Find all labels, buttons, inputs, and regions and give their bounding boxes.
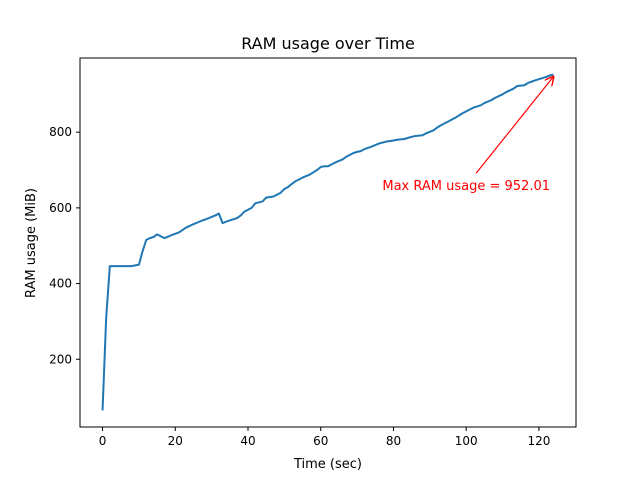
x-axis-label: Time (sec) [293, 457, 362, 472]
plot-frame [79, 57, 577, 428]
x-tick-label: 0 [99, 434, 107, 448]
x-tick-label: 80 [386, 434, 401, 448]
x-tick-label: 100 [455, 434, 478, 448]
plot-area [101, 73, 554, 411]
y-axis-label: RAM usage (MiB) [24, 188, 39, 298]
y-tick-label: 200 [49, 352, 72, 366]
annotation-arrow [475, 77, 553, 174]
x-tick-label: 60 [313, 434, 328, 448]
y-tick-label: 400 [49, 277, 72, 291]
chart-title: RAM usage over Time [241, 34, 415, 53]
ram-usage-series-line [101, 73, 554, 411]
x-tick-label: 40 [240, 434, 255, 448]
x-tick-label: 20 [168, 434, 183, 448]
y-tick-label: 600 [49, 201, 72, 215]
y-tick-label: 800 [49, 125, 72, 139]
x-tick-label: 120 [527, 434, 550, 448]
annotation-text: Max RAM usage = 952.01 [382, 179, 550, 194]
